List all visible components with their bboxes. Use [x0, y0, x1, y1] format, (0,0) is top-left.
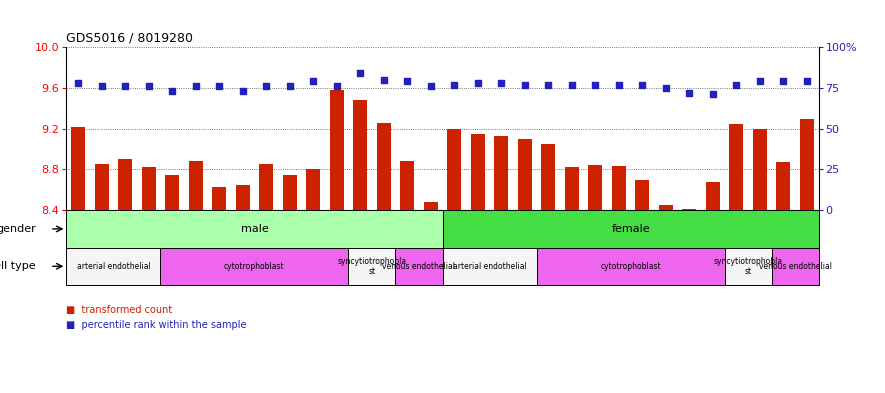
Text: cytotrophoblast: cytotrophoblast	[600, 262, 661, 271]
Point	[494, 80, 508, 86]
Bar	[536, 248, 725, 285]
Text: male: male	[241, 224, 268, 234]
Bar	[165, 174, 179, 210]
Bar	[542, 144, 556, 210]
Point	[400, 78, 414, 84]
Bar	[658, 205, 673, 210]
Bar	[400, 161, 414, 210]
Point	[259, 83, 273, 90]
Point	[189, 83, 203, 90]
Bar	[306, 169, 320, 210]
Point	[589, 81, 603, 88]
Text: female: female	[612, 224, 650, 234]
Text: GDS5016 / 8019280: GDS5016 / 8019280	[66, 31, 194, 44]
Bar	[682, 209, 696, 210]
Bar	[235, 185, 250, 210]
Bar	[118, 159, 132, 210]
Text: syncytiotrophobla
st: syncytiotrophobla st	[713, 257, 782, 276]
Bar	[353, 100, 367, 210]
Bar	[776, 162, 790, 210]
Bar	[494, 136, 508, 210]
Bar	[753, 129, 767, 210]
Bar	[282, 174, 296, 210]
Point	[71, 80, 85, 86]
Text: cytotrophoblast: cytotrophoblast	[224, 262, 285, 271]
Bar	[635, 180, 650, 210]
Point	[682, 90, 696, 96]
Point	[95, 83, 109, 90]
Bar	[772, 248, 819, 285]
Bar	[66, 248, 160, 285]
Point	[705, 91, 720, 97]
Point	[518, 81, 532, 88]
Point	[377, 77, 391, 83]
Bar	[705, 182, 720, 210]
Text: venous endothelial: venous endothelial	[758, 262, 832, 271]
Point	[329, 83, 343, 90]
Bar	[442, 210, 819, 248]
Point	[447, 81, 461, 88]
Bar	[442, 248, 536, 285]
Text: arterial endothelial: arterial endothelial	[76, 262, 150, 271]
Bar	[329, 90, 343, 210]
Point	[235, 88, 250, 94]
Text: ■  transformed count: ■ transformed count	[66, 305, 173, 314]
Bar	[95, 164, 109, 210]
Bar	[377, 123, 391, 210]
Bar	[212, 187, 227, 210]
Point	[729, 81, 743, 88]
Bar	[189, 161, 203, 210]
Bar	[396, 248, 442, 285]
Bar	[729, 124, 743, 210]
Bar	[424, 202, 438, 210]
Text: venous endothelial: venous endothelial	[382, 262, 456, 271]
Text: gender: gender	[0, 224, 35, 234]
Point	[612, 81, 626, 88]
Point	[353, 70, 367, 76]
Bar	[612, 166, 626, 210]
Bar	[71, 127, 85, 210]
Bar	[800, 119, 814, 210]
Point	[635, 81, 650, 88]
Text: syncytiotrophobla
st: syncytiotrophobla st	[337, 257, 406, 276]
Bar	[471, 134, 485, 210]
Text: arterial endothelial: arterial endothelial	[452, 262, 527, 271]
Bar	[259, 164, 273, 210]
Point	[776, 78, 790, 84]
Bar	[160, 248, 349, 285]
Point	[165, 88, 180, 94]
Bar	[447, 129, 461, 210]
Point	[753, 78, 767, 84]
Point	[565, 81, 579, 88]
Point	[282, 83, 296, 90]
Bar	[142, 167, 156, 210]
Point	[542, 81, 556, 88]
Point	[212, 83, 227, 90]
Point	[658, 85, 673, 91]
Point	[142, 83, 156, 90]
Bar	[66, 210, 442, 248]
Point	[800, 78, 814, 84]
Bar	[565, 167, 579, 210]
Bar	[518, 139, 532, 210]
Text: cell type: cell type	[0, 261, 35, 271]
Point	[306, 78, 320, 84]
Point	[424, 83, 438, 90]
Point	[118, 83, 132, 90]
Text: ■  percentile rank within the sample: ■ percentile rank within the sample	[66, 320, 247, 330]
Bar	[589, 165, 603, 210]
Point	[471, 80, 485, 86]
Bar	[725, 248, 772, 285]
Bar	[349, 248, 396, 285]
